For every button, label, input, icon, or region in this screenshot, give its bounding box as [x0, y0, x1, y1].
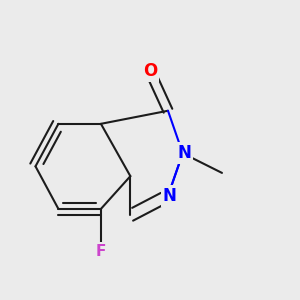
- Text: N: N: [177, 144, 191, 162]
- Text: N: N: [163, 187, 177, 205]
- Text: F: F: [96, 244, 106, 259]
- Text: O: O: [143, 62, 157, 80]
